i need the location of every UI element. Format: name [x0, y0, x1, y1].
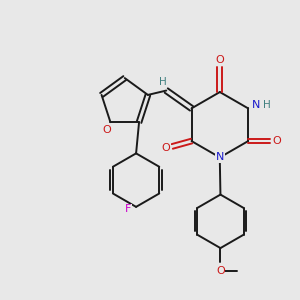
Text: F: F — [124, 204, 131, 214]
Text: H: H — [263, 100, 271, 110]
Text: H: H — [159, 76, 167, 87]
Text: O: O — [161, 143, 170, 153]
Text: N: N — [251, 100, 260, 110]
Text: O: O — [215, 55, 224, 65]
Text: O: O — [216, 266, 225, 276]
Text: O: O — [273, 136, 281, 146]
Text: O: O — [103, 124, 111, 135]
Text: N: N — [216, 152, 224, 162]
